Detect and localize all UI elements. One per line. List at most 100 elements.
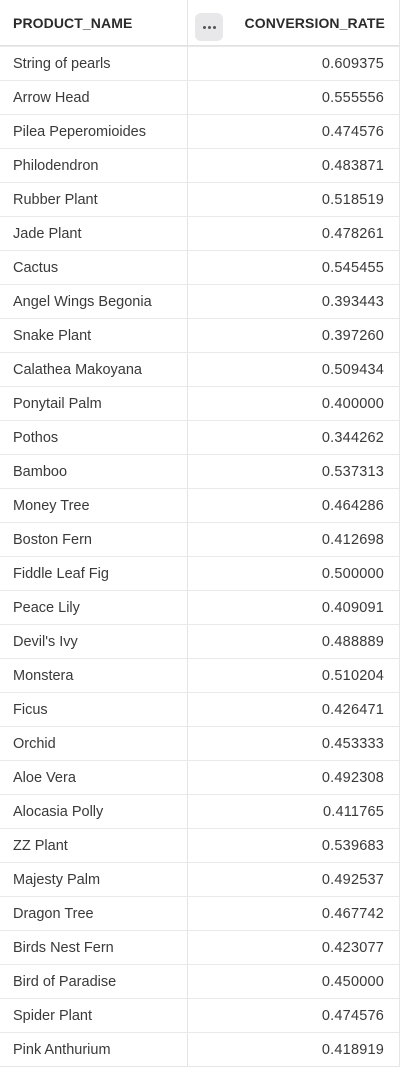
cell-conversion-rate[interactable]: 0.518519 [321,191,384,208]
cell-conversion-rate[interactable]: 0.555556 [321,89,384,106]
cell-conversion-rate[interactable]: 0.492537 [321,871,384,888]
table-row[interactable]: Orchid 0.453333 [0,726,399,760]
cell-conversion-rate[interactable]: 0.488889 [321,633,384,650]
cell-conversion-rate[interactable]: 0.467742 [321,905,384,922]
cell-product-name[interactable]: Monstera [0,659,188,692]
table-body: String of pearls 0.609375 Arrow Head 0.5555… [0,46,399,1066]
table-row[interactable]: Spider Plant 0.474576 [0,998,399,1032]
cell-product-name[interactable]: Philodendron [0,149,188,182]
table-row[interactable]: Ficus 0.426471 [0,692,399,726]
table-row[interactable]: Bamboo 0.537313 [0,454,399,488]
table-row[interactable]: Dragon Tree 0.467742 [0,896,399,930]
table-row[interactable]: String of pearls 0.609375 [0,46,399,80]
cell-product-name[interactable]: Birds Nest Fern [0,931,188,964]
cell-conversion-rate[interactable]: 0.423077 [321,939,384,956]
table-row[interactable]: Calathea Makoyana 0.509434 [0,352,399,386]
column-header-conversion-rate[interactable]: CONVERSION_RATE [188,0,399,45]
table-row[interactable]: Ponytail Palm 0.400000 [0,386,399,420]
cell-conversion-rate[interactable]: 0.393443 [321,293,384,310]
cell-conversion-rate[interactable]: 0.537313 [321,463,384,480]
table-row[interactable]: Cactus 0.545455 [0,250,399,284]
cell-product-name[interactable]: Orchid [0,727,188,760]
cell-product-name[interactable]: Angel Wings Begonia [0,285,188,318]
cell-product-name[interactable]: Ponytail Palm [0,387,188,420]
cell-product-name[interactable]: Money Tree [0,489,188,522]
cell-product-name[interactable]: Pink Anthurium [0,1033,188,1066]
table-row[interactable]: Angel Wings Begonia 0.393443 [0,284,399,318]
table-row[interactable]: Alocasia Polly 0.411765 [0,794,399,828]
cell-conversion-rate[interactable]: 0.539683 [321,837,384,854]
table-row[interactable]: Monstera 0.510204 [0,658,399,692]
cell-product-name[interactable]: Alocasia Polly [0,795,188,828]
cell-conversion-rate[interactable]: 0.411765 [322,803,384,820]
cell-product-name[interactable]: Bird of Paradise [0,965,188,998]
cell-product-name[interactable]: Jade Plant [0,217,188,250]
cell-product-name[interactable]: Spider Plant [0,999,188,1032]
cell-conversion-rate[interactable]: 0.409091 [321,599,384,616]
cell-conversion-rate[interactable]: 0.426471 [321,701,384,718]
table-row[interactable]: Jade Plant 0.478261 [0,216,399,250]
cell-product-name[interactable]: Cactus [0,251,188,284]
column-menu-button[interactable] [195,13,223,41]
cell-conversion-rate[interactable]: 0.483871 [321,157,384,174]
cell-conversion-rate[interactable]: 0.344262 [321,429,384,446]
cell-product-name[interactable]: Calathea Makoyana [0,353,188,386]
more-horizontal-icon-dot [212,25,216,29]
table-row[interactable]: Rubber Plant 0.518519 [0,182,399,216]
table-row[interactable]: Pothos 0.344262 [0,420,399,454]
cell-conversion-rate[interactable]: 0.412698 [321,531,384,548]
cell-product-name[interactable]: Boston Fern [0,523,188,556]
cell-conversion-rate[interactable]: 0.509434 [321,361,384,378]
more-horizontal-icon [202,25,206,29]
column-header-product-name[interactable]: PRODUCT_NAME [0,0,188,45]
cell-product-name[interactable]: Snake Plant [0,319,188,352]
cell-product-name[interactable]: Pilea Peperomioides [0,115,188,148]
table-row[interactable]: Bird of Paradise 0.450000 [0,964,399,998]
cell-product-name[interactable]: String of pearls [0,47,188,80]
table-row[interactable]: Money Tree 0.464286 [0,488,399,522]
table-row[interactable]: Pink Anthurium 0.418919 [0,1032,399,1066]
table-row[interactable]: Fiddle Leaf Fig 0.500000 [0,556,399,590]
table-row[interactable]: Philodendron 0.483871 [0,148,399,182]
cell-product-name[interactable]: Ficus [0,693,188,726]
table-row[interactable]: Arrow Head 0.555556 [0,80,399,114]
cell-conversion-rate[interactable]: 0.609375 [321,55,384,72]
column-header-conversion-rate-label: CONVERSION_RATE [244,14,385,31]
cell-product-name[interactable]: Rubber Plant [0,183,188,216]
cell-conversion-rate[interactable]: 0.492308 [321,769,384,786]
table-header-row: PRODUCT_NAME CONVERSION_RATE [0,0,399,46]
cell-product-name[interactable]: Devil's Ivy [0,625,188,658]
cell-product-name[interactable]: Pothos [0,421,188,454]
cell-product-name[interactable]: ZZ Plant [0,829,188,862]
cell-conversion-rate[interactable]: 0.500000 [321,565,384,582]
table-row[interactable]: Pilea Peperomioides 0.474576 [0,114,399,148]
cell-conversion-rate[interactable]: 0.474576 [321,123,384,140]
cell-conversion-rate[interactable]: 0.464286 [321,497,384,514]
cell-product-name[interactable]: Fiddle Leaf Fig [0,557,188,590]
cell-product-name[interactable]: Bamboo [0,455,188,488]
cell-product-name[interactable]: Peace Lily [0,591,188,624]
table-row[interactable]: Devil's Ivy 0.488889 [0,624,399,658]
table-row[interactable]: Majesty Palm 0.492537 [0,862,399,896]
cell-conversion-rate[interactable]: 0.397260 [321,327,384,344]
table-row[interactable]: Peace Lily 0.409091 [0,590,399,624]
cell-conversion-rate[interactable]: 0.478261 [321,225,384,242]
cell-product-name[interactable]: Majesty Palm [0,863,188,896]
cell-product-name[interactable]: Aloe Vera [0,761,188,794]
more-horizontal-icon-dot [207,25,211,29]
table-row[interactable]: Snake Plant 0.397260 [0,318,399,352]
cell-conversion-rate[interactable]: 0.450000 [321,973,384,990]
table-row[interactable]: Boston Fern 0.412698 [0,522,399,556]
table-row[interactable]: ZZ Plant 0.539683 [0,828,399,862]
table-row[interactable]: Birds Nest Fern 0.423077 [0,930,399,964]
cell-product-name[interactable]: Arrow Head [0,81,188,114]
cell-conversion-rate[interactable]: 0.418919 [321,1041,384,1058]
cell-conversion-rate[interactable]: 0.474576 [321,1007,384,1024]
cell-conversion-rate[interactable]: 0.400000 [321,395,384,412]
cell-conversion-rate[interactable]: 0.453333 [321,735,384,752]
cell-conversion-rate[interactable]: 0.545455 [321,259,384,276]
table-row[interactable]: Aloe Vera 0.492308 [0,760,399,794]
cell-product-name[interactable]: Dragon Tree [0,897,188,930]
cell-conversion-rate[interactable]: 0.510204 [321,667,384,684]
